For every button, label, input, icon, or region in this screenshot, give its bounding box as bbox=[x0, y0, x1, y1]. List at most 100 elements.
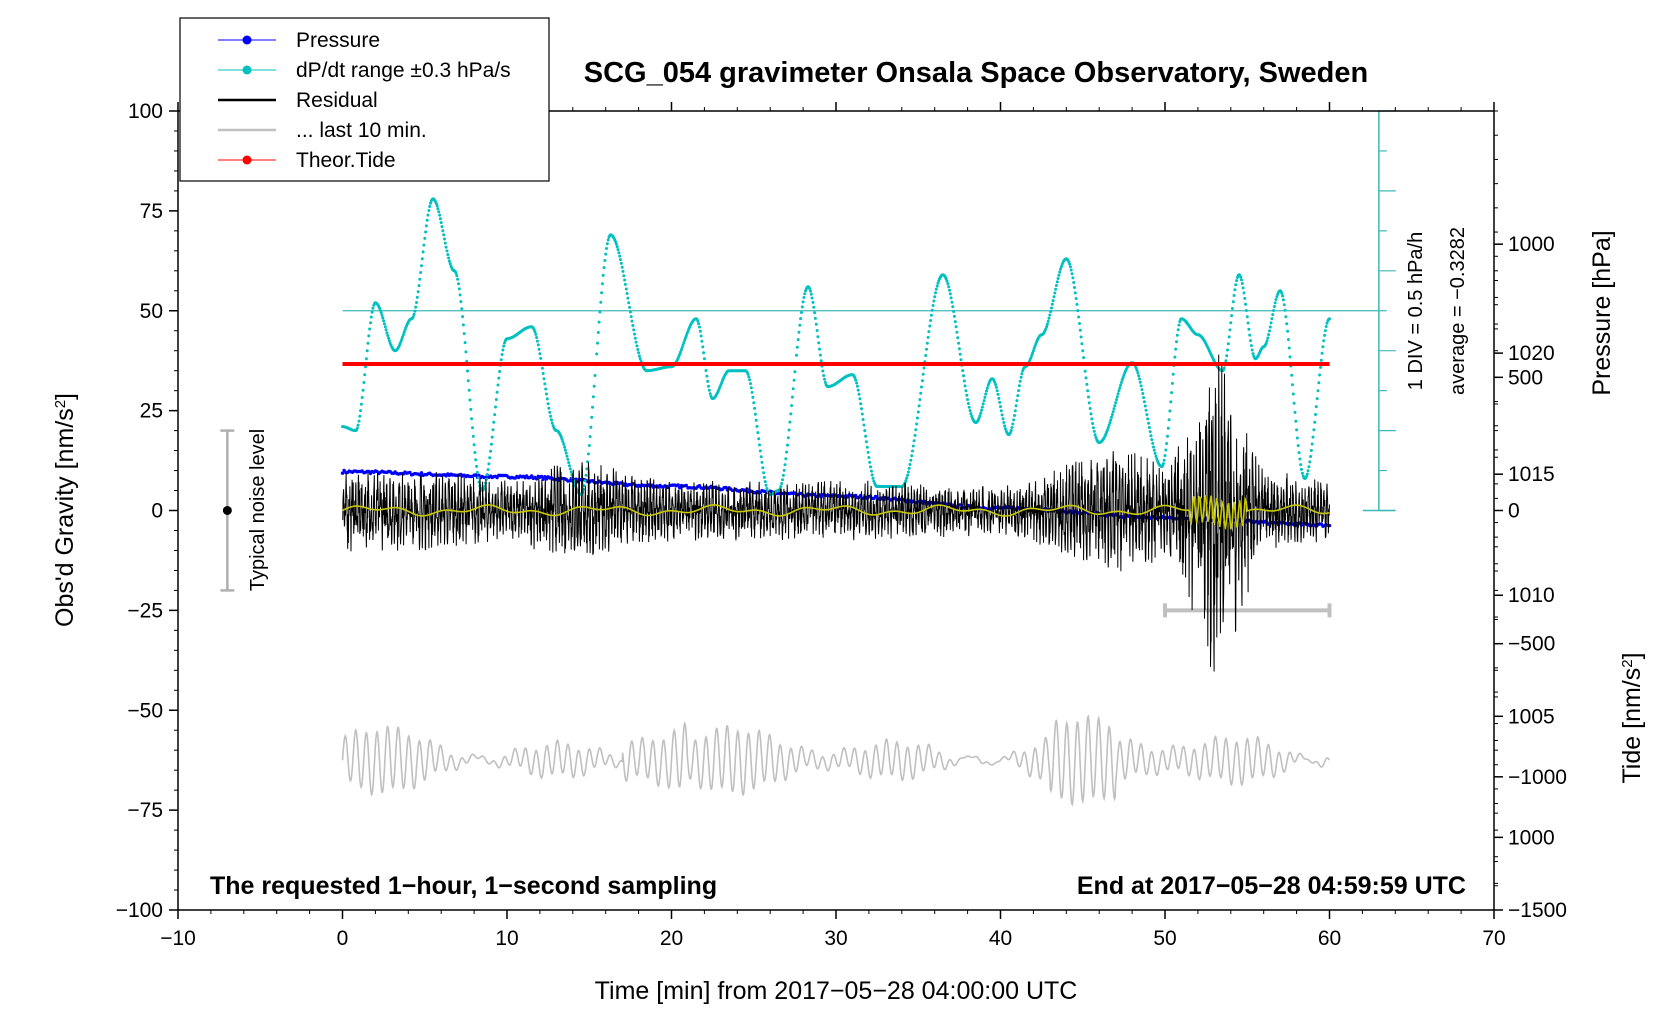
dpdt-point bbox=[1149, 434, 1153, 438]
noise-level-label: Typical noise level bbox=[247, 429, 269, 591]
dpdt-point bbox=[1285, 322, 1289, 326]
dpdt-point bbox=[1294, 419, 1298, 423]
dpdt-point bbox=[954, 325, 958, 329]
dpdt-point bbox=[1078, 322, 1081, 325]
dpdt-point bbox=[1108, 421, 1112, 425]
dpdt-point bbox=[359, 409, 363, 413]
dpdt-point bbox=[360, 396, 364, 399]
pressure-point bbox=[541, 477, 545, 481]
dpdt-point bbox=[1080, 342, 1084, 346]
dpdt-point bbox=[1308, 460, 1312, 464]
dpdt-point bbox=[438, 217, 442, 221]
dpdt-point bbox=[863, 429, 867, 433]
dpdt-point bbox=[592, 384, 596, 388]
dpdt-point bbox=[1050, 302, 1054, 306]
dpdt-point bbox=[924, 354, 928, 357]
dpdt-point bbox=[868, 460, 872, 464]
dpdt-point bbox=[707, 388, 711, 392]
dpdt-point bbox=[1081, 349, 1085, 353]
dpdt-point bbox=[533, 330, 537, 334]
dpdt-point bbox=[535, 336, 539, 339]
dpdt-point bbox=[1163, 454, 1167, 458]
dpdt-point bbox=[422, 243, 426, 247]
dpdt-point bbox=[1315, 397, 1319, 401]
dpdt-point bbox=[684, 334, 688, 338]
dpdt-point bbox=[1264, 341, 1268, 345]
dpdt-point bbox=[759, 455, 763, 459]
dpdt-point bbox=[1150, 438, 1154, 442]
dpdt-point bbox=[946, 282, 950, 286]
x-axis-label: Time [min] from 2017−05−28 04:00:00 UTC bbox=[595, 977, 1078, 1005]
dpdt-point bbox=[1281, 298, 1285, 302]
dpdt-point bbox=[1231, 300, 1235, 304]
dpdt-point bbox=[1092, 429, 1096, 433]
dpdt-point bbox=[503, 341, 506, 345]
dpdt-point bbox=[1145, 413, 1149, 417]
dpdt-point bbox=[797, 330, 801, 334]
dpdt-point bbox=[1170, 391, 1174, 395]
dpdt-point bbox=[366, 341, 370, 345]
dpdt-point bbox=[633, 332, 636, 336]
dpdt-point bbox=[492, 420, 496, 424]
dpdt-point bbox=[535, 339, 539, 343]
dpdt-point bbox=[1012, 418, 1016, 422]
dpdt-point bbox=[926, 335, 930, 339]
dpdt-point bbox=[358, 414, 362, 418]
dpdt-point bbox=[1247, 327, 1251, 331]
dpdt-point bbox=[618, 254, 622, 258]
dpdt-point bbox=[1115, 395, 1119, 399]
dpdt-point bbox=[598, 310, 602, 314]
dpdt-point bbox=[427, 209, 431, 212]
dpdt-point bbox=[985, 386, 989, 390]
dpdt-point bbox=[1226, 348, 1229, 352]
dpdt-point bbox=[865, 445, 869, 449]
dpdt-point bbox=[402, 330, 406, 334]
dpdt-point bbox=[445, 249, 449, 253]
dpdt-point bbox=[442, 233, 446, 237]
dpdt-point bbox=[1073, 286, 1076, 289]
dpdt-point bbox=[1241, 286, 1245, 290]
dpdt-point bbox=[813, 316, 817, 320]
dpdt-point bbox=[368, 327, 372, 331]
legend-marker bbox=[242, 35, 252, 45]
dpdt-point bbox=[1069, 268, 1073, 272]
dpdt-point bbox=[625, 292, 629, 295]
dpdt-point bbox=[679, 350, 682, 354]
dpdt-point bbox=[935, 284, 939, 288]
dpdt-point bbox=[1312, 428, 1316, 432]
dpdt-point bbox=[788, 420, 792, 424]
dpdt-point bbox=[1266, 336, 1270, 340]
dpdt-point bbox=[809, 292, 813, 296]
dpdt-point bbox=[1319, 365, 1322, 369]
x-tick-label: 30 bbox=[824, 927, 847, 950]
dpdt-point bbox=[619, 258, 622, 262]
dpdt-point bbox=[800, 311, 803, 314]
dpdt-point bbox=[424, 230, 428, 234]
dpdt-point bbox=[1017, 384, 1021, 388]
dpdt-point bbox=[1250, 348, 1254, 352]
dpdt-point bbox=[487, 462, 491, 466]
dpdt-point bbox=[434, 202, 438, 205]
legend: Pressure dP/dt range ±0.3 hPa/s Residual..… bbox=[179, 17, 550, 182]
dpdt-point bbox=[371, 306, 375, 310]
pressure-point bbox=[684, 483, 688, 488]
dpdt-point bbox=[1084, 376, 1088, 380]
dpdt-point bbox=[1044, 327, 1048, 331]
dpdt-point bbox=[784, 457, 788, 461]
dpdt-point bbox=[628, 305, 632, 309]
dpdt-point bbox=[816, 335, 820, 339]
dpdt-point bbox=[628, 310, 632, 314]
dpdt-point bbox=[872, 479, 876, 483]
dpdt-point bbox=[918, 398, 922, 402]
dpdt-point bbox=[1083, 369, 1087, 373]
dpdt-point bbox=[462, 332, 466, 336]
dpdt-point bbox=[911, 449, 914, 453]
dpdt-point bbox=[605, 242, 609, 246]
dpdt-point bbox=[906, 470, 910, 474]
dpdt-point bbox=[485, 473, 489, 477]
axes: −10 0 10 20 30 40 50 60 70−100−75−50−25025507510… bbox=[116, 100, 1567, 950]
dpdt-point bbox=[585, 467, 589, 471]
dpdt-point bbox=[356, 423, 360, 427]
dpdt-point bbox=[962, 374, 965, 378]
dpdt-point bbox=[1268, 325, 1272, 329]
